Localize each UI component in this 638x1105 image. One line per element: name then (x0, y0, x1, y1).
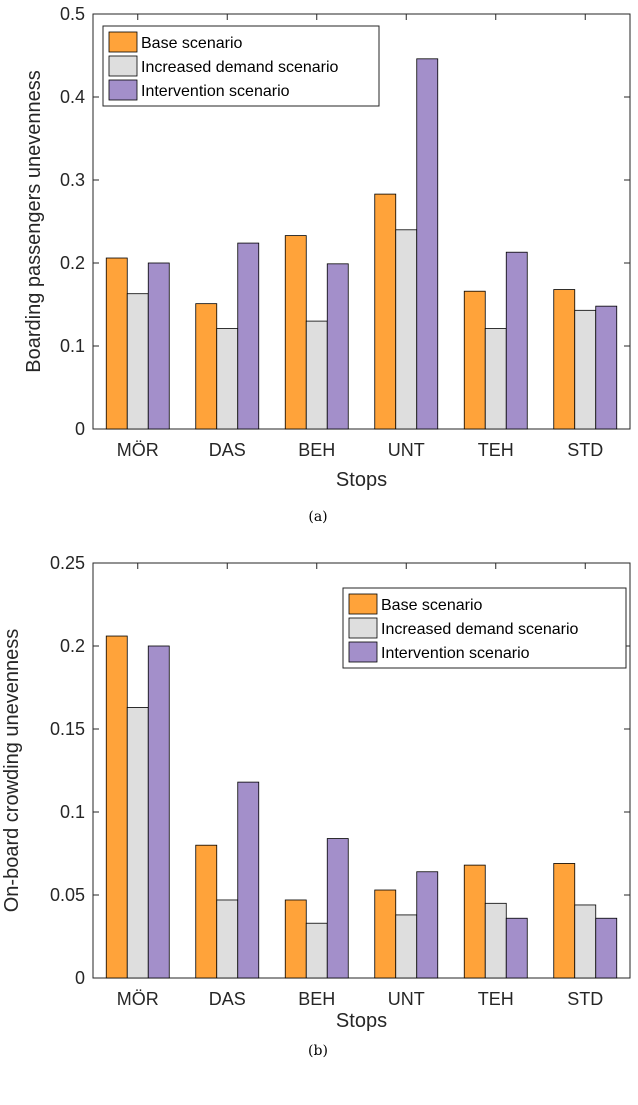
x-tick-label: TEH (478, 440, 514, 460)
bar-unt-series-2 (395, 229, 418, 430)
legend-label-3: Intervention scenario (381, 645, 530, 662)
x-tick-label: UNT (388, 440, 425, 460)
x-tick-label: MÖR (117, 440, 159, 460)
y-tick-label: 0.1 (60, 336, 85, 356)
legend-label-2: Increased demand scenario (141, 59, 339, 76)
crowding-unevenness-chart: 0 0.05 0.1 0.15 0.2 0.25 MÖR DAS BEH UNT TEH STD Sto… (1, 553, 631, 1059)
bar-mör-series-2 (126, 707, 149, 979)
x-axis-label: Stops (336, 469, 387, 491)
plot-frame (92, 13, 631, 430)
bar-mör-series-3 (147, 645, 170, 979)
x-tick-label: MÖR (117, 989, 159, 1009)
bar-teh-series-1 (463, 864, 486, 979)
legend-box (342, 587, 627, 669)
bar-std-series-1 (553, 863, 576, 979)
bar-das-series-2 (216, 328, 239, 430)
x-tick-label: UNT (388, 989, 425, 1009)
bar-unt-series-2 (395, 914, 418, 979)
bar-das-series-2 (216, 899, 239, 979)
bar-mör-series-1 (105, 635, 128, 979)
y-tick-label: 0.4 (60, 87, 85, 107)
y-tick-label: 0 (75, 968, 85, 988)
bar-das-series-1 (195, 844, 218, 979)
y-tick-label: 0.2 (60, 636, 85, 656)
y-tick-label: 0 (75, 419, 85, 439)
y-axis-label: Boarding passengers unevenness (23, 70, 45, 372)
figure-caption: (b) (308, 1043, 328, 1059)
bar-teh-series-1 (463, 290, 486, 430)
x-tick-label: DAS (209, 989, 246, 1009)
y-tick-label: 0.15 (50, 719, 85, 739)
bar-beh-series-3 (326, 838, 349, 979)
bar-teh-series-2 (484, 328, 507, 430)
x-tick-label: BEH (298, 989, 335, 1009)
bar-std-series-3 (595, 917, 618, 979)
legend-label-2: Increased demand scenario (381, 621, 579, 638)
bar-unt-series-1 (374, 193, 397, 430)
legend-swatch-1 (108, 31, 138, 53)
bar-std-series-1 (553, 289, 576, 430)
legend-swatch-3 (108, 79, 138, 101)
bar-das-series-1 (195, 303, 218, 430)
boarding-unevenness-chart: 0 0.1 0.2 0.3 0.4 0.5 MÖR DAS BEH UNT TEH STD Stops B… (23, 4, 631, 525)
y-axis-label: On-board crowding unevenness (1, 629, 23, 913)
y-tick-label: 0.05 (50, 885, 85, 905)
y-tick-label: 0.2 (60, 253, 85, 273)
plot-frame (92, 562, 631, 979)
legend-label-1: Base scenario (381, 597, 482, 614)
legend-swatch-1 (348, 593, 378, 615)
legend-label-1: Base scenario (141, 35, 242, 52)
bar-mör-series-1 (105, 257, 128, 430)
bar-beh-series-1 (284, 899, 307, 979)
legend-label-3: Intervention scenario (141, 83, 290, 100)
x-axis-label: Stops (336, 1010, 387, 1032)
bar-mör-series-2 (126, 293, 149, 430)
x-tick-label: BEH (298, 440, 335, 460)
x-tick-label: STD (567, 989, 603, 1009)
bar-std-series-2 (574, 309, 597, 430)
bar-beh-series-3 (326, 263, 349, 430)
bar-std-series-2 (574, 904, 597, 979)
bar-std-series-3 (595, 305, 618, 430)
bar-das-series-3 (237, 242, 260, 430)
x-tick-label: STD (567, 440, 603, 460)
bar-beh-series-1 (284, 235, 307, 430)
x-tick-label: TEH (478, 989, 514, 1009)
bar-unt-series-3 (416, 58, 439, 430)
bar-unt-series-1 (374, 889, 397, 979)
figure-caption: (a) (308, 509, 327, 525)
bar-teh-series-3 (505, 251, 528, 430)
x-tick-label: DAS (209, 440, 246, 460)
y-tick-label: 0.3 (60, 170, 85, 190)
bar-das-series-3 (237, 781, 260, 979)
legend-box (102, 25, 380, 107)
bar-teh-series-3 (505, 917, 528, 979)
y-tick-label: 0.1 (60, 802, 85, 822)
bar-beh-series-2 (305, 320, 328, 430)
bar-mör-series-3 (147, 262, 170, 430)
y-tick-label: 0.5 (60, 4, 85, 24)
legend-swatch-2 (348, 617, 378, 639)
legend-swatch-2 (108, 55, 138, 77)
bar-beh-series-2 (305, 922, 328, 979)
legend-swatch-3 (348, 641, 378, 663)
y-tick-label: 0.25 (50, 553, 85, 573)
bar-unt-series-3 (416, 871, 439, 979)
bar-teh-series-2 (484, 902, 507, 979)
